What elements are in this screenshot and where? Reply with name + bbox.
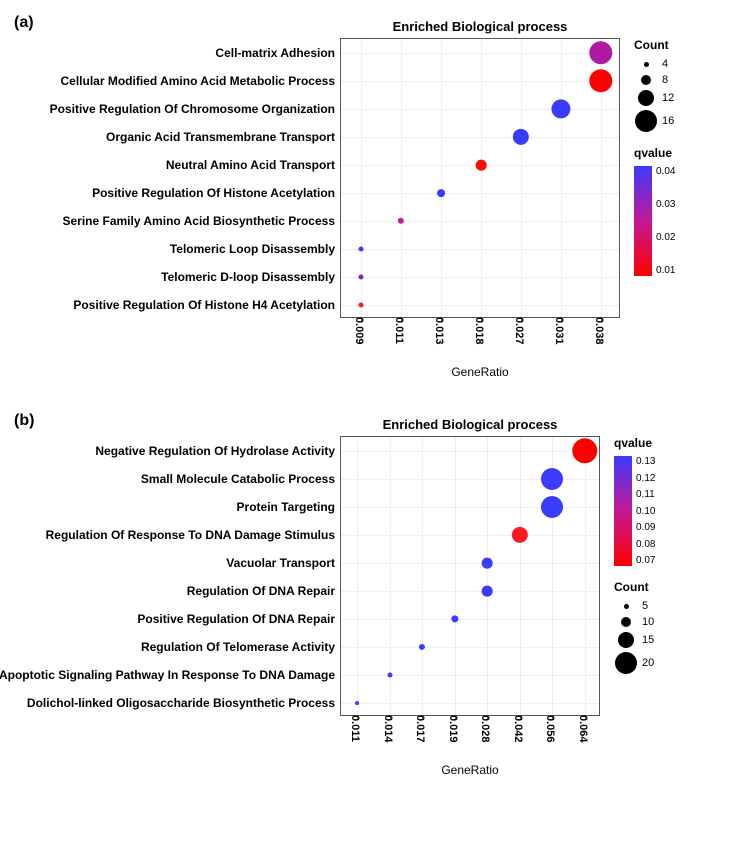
- data-point: [482, 586, 493, 597]
- y-category-label: Positive Regulation Of DNA Repair: [137, 612, 341, 626]
- legend-title: Count: [634, 38, 714, 52]
- x-tick-label: 0.056: [544, 715, 560, 743]
- legend-column: Count 4 8 12 16 qvalue 0.04 0.03 0.02 0.01: [634, 38, 714, 290]
- y-category-label: Protein Targeting: [237, 500, 341, 514]
- color-bar: [634, 166, 652, 276]
- data-point: [551, 99, 570, 118]
- colorbar-tick: 0.10: [636, 506, 655, 517]
- x-tick-label: 0.017: [414, 715, 430, 743]
- x-tick-label: 0.014: [382, 715, 398, 743]
- data-point: [513, 129, 529, 145]
- x-tick-label: 0.018: [473, 317, 489, 345]
- data-point: [572, 438, 597, 463]
- y-category-label: Cellular Modified Amino Acid Metabolic P…: [61, 74, 342, 88]
- data-point: [451, 615, 458, 622]
- panel-label: (b): [14, 412, 34, 430]
- x-tick-label: 0.009: [353, 317, 369, 345]
- y-category-label: Telomeric D-loop Disassembly: [161, 270, 341, 284]
- data-point: [398, 218, 404, 224]
- x-tick-label: 0.028: [479, 715, 495, 743]
- dot-plot: Enriched Biological processCell-matrix A…: [340, 38, 620, 318]
- colorbar-tick: 0.08: [636, 539, 655, 550]
- colorbar-tick: 0.03: [656, 199, 675, 210]
- dot-plot: Enriched Biological processNegative Regu…: [340, 436, 600, 716]
- colorbar-tick: 0.12: [636, 473, 655, 484]
- y-category-label: Cell-matrix Adhesion: [215, 46, 341, 60]
- y-category-label: Vacuolar Transport: [226, 556, 341, 570]
- x-axis-label: GeneRatio: [341, 365, 619, 379]
- data-point: [419, 644, 425, 650]
- colorbar-tick: 0.11: [636, 489, 655, 500]
- figure-panel: (a) Enriched Biological processCell-matri…: [10, 10, 732, 388]
- data-point: [359, 303, 364, 308]
- count-legend: Count 5 10 15 20: [614, 580, 694, 674]
- x-tick-label: 0.011: [349, 715, 365, 742]
- y-category-label: Positive Regulation Of Histone Acetylati…: [92, 186, 341, 200]
- x-tick-label: 0.064: [577, 715, 593, 743]
- legend-value: 10: [642, 616, 654, 628]
- y-category-label: Positive Regulation Of Chromosome Organi…: [50, 102, 341, 116]
- y-category-label: Regulation Of Telomerase Activity: [141, 640, 341, 654]
- x-tick-label: 0.027: [513, 317, 529, 345]
- y-category-label: Neutral Amino Acid Transport: [166, 158, 341, 172]
- data-point: [541, 496, 563, 518]
- x-tick-label: 0.031: [553, 317, 569, 345]
- data-point: [512, 527, 528, 543]
- data-point: [437, 189, 445, 197]
- legend-value: 4: [662, 58, 668, 70]
- data-point: [476, 160, 487, 171]
- panel-label: (a): [14, 14, 34, 32]
- x-tick-label: 0.013: [433, 317, 449, 345]
- colorbar-tick: 0.09: [636, 522, 655, 533]
- legend-value: 16: [662, 115, 674, 127]
- y-category-label: Apoptotic Signaling Pathway In Response …: [0, 668, 341, 682]
- chart-title: Enriched Biological process: [341, 417, 599, 432]
- x-tick-label: 0.038: [593, 317, 609, 345]
- colorbar-tick: 0.07: [636, 555, 655, 566]
- colorbar-tick: 0.13: [636, 456, 655, 467]
- data-point: [589, 41, 612, 64]
- y-category-label: Positive Regulation Of Histone H4 Acetyl…: [73, 298, 341, 312]
- colorbar-tick: 0.01: [656, 265, 675, 276]
- data-point: [387, 673, 392, 678]
- qvalue-legend: qvalue 0.13 0.12 0.11 0.10 0.09 0.08 0.07: [614, 436, 694, 566]
- x-tick-label: 0.019: [447, 715, 463, 743]
- legend-value: 20: [642, 657, 654, 669]
- legend-title: Count: [614, 580, 694, 594]
- qvalue-legend: qvalue 0.04 0.03 0.02 0.01: [634, 146, 714, 276]
- y-category-label: Dolichol-linked Oligosaccharide Biosynth…: [27, 696, 341, 710]
- legend-title: qvalue: [634, 146, 714, 160]
- data-point: [359, 275, 364, 280]
- y-category-label: Small Molecule Catabolic Process: [141, 472, 341, 486]
- count-legend: Count 4 8 12 16: [634, 38, 714, 132]
- legend-value: 15: [642, 634, 654, 646]
- x-tick-label: 0.011: [393, 317, 409, 344]
- legend-column: qvalue 0.13 0.12 0.11 0.10 0.09 0.08 0.07 Count 5…: [614, 436, 694, 688]
- data-point: [355, 701, 359, 705]
- y-category-label: Regulation Of DNA Repair: [187, 584, 341, 598]
- x-axis-label: GeneRatio: [341, 763, 599, 777]
- legend-value: 8: [662, 74, 668, 86]
- y-category-label: Negative Regulation Of Hydrolase Activit…: [95, 444, 341, 458]
- color-bar: [614, 456, 632, 566]
- legend-title: qvalue: [614, 436, 694, 450]
- data-point: [589, 69, 612, 92]
- chart-title: Enriched Biological process: [341, 19, 619, 34]
- y-category-label: Telomeric Loop Disassembly: [170, 242, 341, 256]
- data-point: [541, 468, 563, 490]
- data-point: [482, 558, 493, 569]
- x-tick-label: 0.042: [512, 715, 528, 743]
- legend-value: 5: [642, 600, 648, 612]
- y-category-label: Serine Family Amino Acid Biosynthetic Pr…: [62, 214, 341, 228]
- figure-panel: (b) Enriched Biological processNegative R…: [10, 408, 732, 786]
- colorbar-tick: 0.02: [656, 232, 675, 243]
- y-category-label: Regulation Of Response To DNA Damage Sti…: [46, 528, 341, 542]
- legend-value: 12: [662, 92, 674, 104]
- colorbar-tick: 0.04: [656, 166, 675, 177]
- data-point: [359, 247, 364, 252]
- y-category-label: Organic Acid Transmembrane Transport: [106, 130, 341, 144]
